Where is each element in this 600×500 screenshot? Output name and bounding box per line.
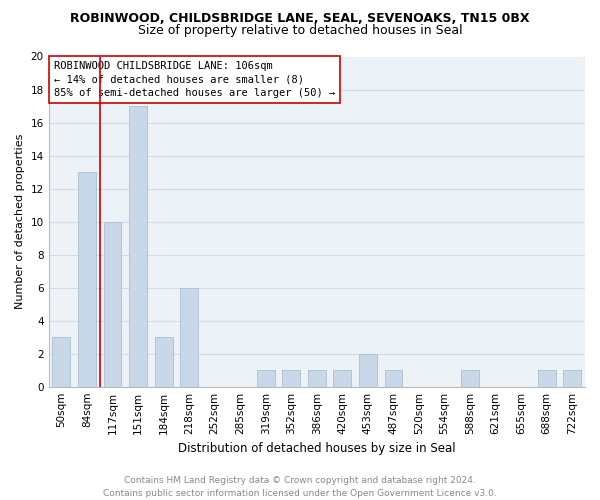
Bar bbox=[461, 370, 479, 386]
Bar bbox=[180, 288, 198, 386]
Text: Contains HM Land Registry data © Crown copyright and database right 2024.
Contai: Contains HM Land Registry data © Crown c… bbox=[103, 476, 497, 498]
Bar bbox=[129, 106, 147, 386]
X-axis label: Distribution of detached houses by size in Seal: Distribution of detached houses by size … bbox=[178, 442, 455, 455]
Bar bbox=[359, 354, 377, 386]
Text: ROBINWOOD CHILDSBRIDGE LANE: 106sqm
← 14% of detached houses are smaller (8)
85%: ROBINWOOD CHILDSBRIDGE LANE: 106sqm ← 14… bbox=[54, 62, 335, 98]
Bar bbox=[385, 370, 403, 386]
Y-axis label: Number of detached properties: Number of detached properties bbox=[15, 134, 25, 310]
Bar bbox=[155, 337, 173, 386]
Bar bbox=[334, 370, 352, 386]
Bar bbox=[78, 172, 96, 386]
Bar bbox=[52, 337, 70, 386]
Bar bbox=[308, 370, 326, 386]
Text: ROBINWOOD, CHILDSBRIDGE LANE, SEAL, SEVENOAKS, TN15 0BX: ROBINWOOD, CHILDSBRIDGE LANE, SEAL, SEVE… bbox=[70, 12, 530, 26]
Text: Size of property relative to detached houses in Seal: Size of property relative to detached ho… bbox=[137, 24, 463, 37]
Bar bbox=[563, 370, 581, 386]
Bar bbox=[104, 222, 121, 386]
Bar bbox=[257, 370, 275, 386]
Bar bbox=[283, 370, 300, 386]
Bar bbox=[538, 370, 556, 386]
